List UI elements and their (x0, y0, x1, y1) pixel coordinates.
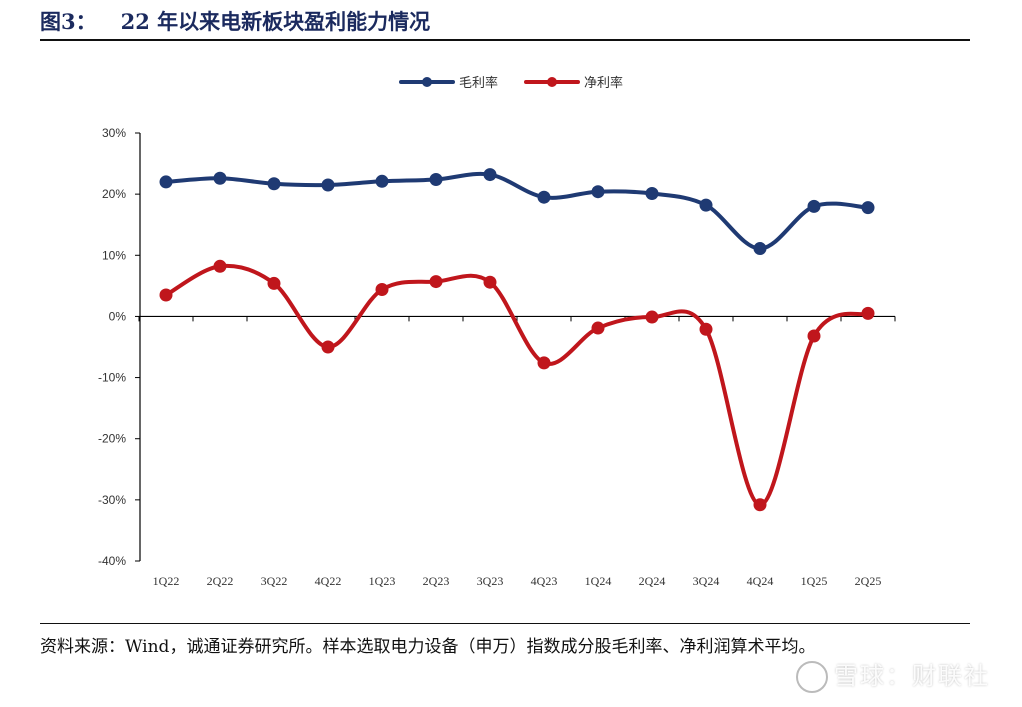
data-point-gross-margin (591, 185, 605, 199)
data-point-net-margin (807, 329, 821, 343)
data-point-net-margin (321, 340, 335, 354)
watermark: 雪球：财联社 (796, 656, 990, 693)
x-tick-label: 3Q22 (261, 574, 288, 588)
data-point-gross-margin (483, 168, 497, 182)
data-point-net-margin (861, 306, 875, 320)
x-tick-label: 2Q23 (423, 574, 450, 588)
x-tick-label: 4Q22 (315, 574, 342, 588)
watermark-text: 雪球：财联社 (834, 662, 990, 690)
data-point-gross-margin (375, 174, 389, 188)
y-tick-label: 10% (102, 248, 126, 262)
data-point-gross-margin (537, 190, 551, 204)
y-tick-label: 30% (102, 126, 126, 140)
data-point-gross-margin (699, 198, 713, 212)
legend-label-gross-margin: 毛利率 (458, 76, 498, 91)
x-tick-label: 3Q23 (477, 574, 504, 588)
x-tick-label: 1Q22 (153, 574, 180, 588)
data-point-net-margin (699, 322, 713, 336)
y-tick-label: -30% (98, 493, 126, 507)
y-tick-label: -10% (98, 371, 126, 385)
y-tick-label: 0% (109, 309, 127, 323)
y-tick-label: -40% (98, 554, 126, 568)
data-point-gross-margin (645, 187, 659, 201)
snowball-logo-icon (796, 661, 828, 693)
data-point-net-margin (537, 356, 551, 370)
legend-swatch-gross-margin (398, 76, 455, 87)
figure-title: 图3： 22 年以来电新板块盈利能力情况 (40, 6, 430, 36)
figure-number: 图3： (40, 9, 97, 34)
data-point-gross-margin (213, 171, 227, 185)
data-point-gross-margin (861, 201, 875, 215)
source-note: 资料来源：Wind，诚通证券研究所。样本选取电力设备（申万）指数成分股毛利率、净… (40, 637, 816, 657)
y-tick-label: -20% (98, 432, 126, 446)
legend-label-net-margin: 净利率 (584, 76, 624, 91)
x-tick-label: 3Q24 (693, 574, 720, 588)
series-line-net-margin (164, 263, 870, 507)
source-rule (40, 623, 970, 624)
data-point-net-margin (213, 259, 227, 273)
x-tick-label: 1Q25 (801, 574, 828, 588)
data-point-gross-margin (321, 178, 335, 192)
data-point-gross-margin (753, 242, 767, 256)
x-tick-label: 2Q24 (639, 574, 666, 588)
figure-title-text: 22 年以来电新板块盈利能力情况 (120, 9, 431, 34)
line-chart: -40% -30% -20% -10% 0% 10% 20% 30% 1Q22 2Q22 3Q22 4… (98, 126, 896, 588)
title-rule (40, 39, 970, 41)
x-tick-label: 2Q25 (855, 574, 882, 588)
x-tick-label: 4Q24 (747, 574, 774, 588)
data-point-net-margin (753, 498, 767, 512)
y-tick-label: 20% (102, 187, 126, 201)
data-point-gross-margin (429, 172, 443, 186)
data-point-net-margin (375, 283, 389, 297)
legend-item-net-margin: 净利率 (524, 72, 623, 91)
legend-swatch-net-margin (524, 76, 580, 87)
data-point-net-margin (483, 275, 497, 289)
data-point-net-margin (267, 276, 281, 290)
data-point-gross-margin (267, 177, 281, 191)
x-tick-label: 1Q23 (369, 574, 396, 588)
data-point-net-margin (429, 275, 443, 289)
data-point-gross-margin (159, 175, 173, 189)
chart-legend: 毛利率 净利率 (0, 72, 1022, 91)
data-point-net-margin (159, 288, 173, 302)
legend-item-gross-margin: 毛利率 (398, 72, 498, 91)
data-point-net-margin (645, 310, 659, 324)
data-point-gross-margin (807, 199, 821, 213)
x-tick-label: 1Q24 (585, 574, 612, 588)
x-tick-label: 4Q23 (531, 574, 558, 588)
x-tick-label: 2Q22 (207, 574, 234, 588)
data-point-net-margin (591, 321, 605, 335)
